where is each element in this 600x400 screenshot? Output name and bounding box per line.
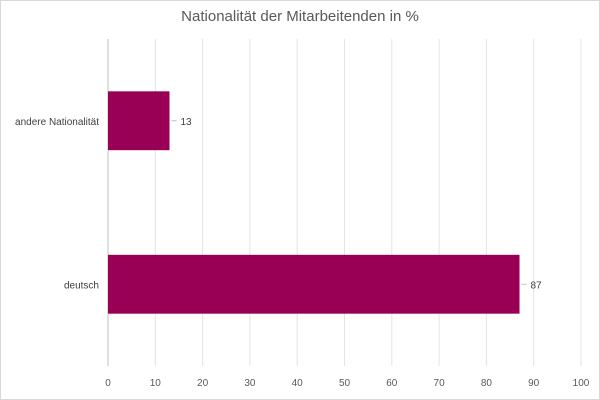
bar	[108, 91, 170, 151]
x-tick-label: 40	[292, 378, 304, 389]
x-tick-label: 80	[481, 378, 493, 389]
x-tick-label: 10	[150, 378, 162, 389]
data-label: 13	[180, 117, 192, 128]
chart-title: Nationalität der Mitarbeitenden in %	[181, 8, 419, 25]
x-tick-label: 60	[386, 378, 398, 389]
x-tick-label: 90	[528, 378, 540, 389]
x-tick-label: 100	[573, 378, 590, 389]
x-tick-label: 0	[105, 378, 111, 389]
data-label: 87	[531, 280, 543, 291]
x-tick-label: 70	[434, 378, 446, 389]
x-tick-label: 50	[339, 378, 351, 389]
category-label: deutsch	[64, 280, 99, 291]
bar	[108, 254, 520, 314]
x-tick-label: 20	[197, 378, 209, 389]
x-tick-label: 30	[244, 378, 256, 389]
category-label: andere Nationalität	[15, 117, 99, 128]
